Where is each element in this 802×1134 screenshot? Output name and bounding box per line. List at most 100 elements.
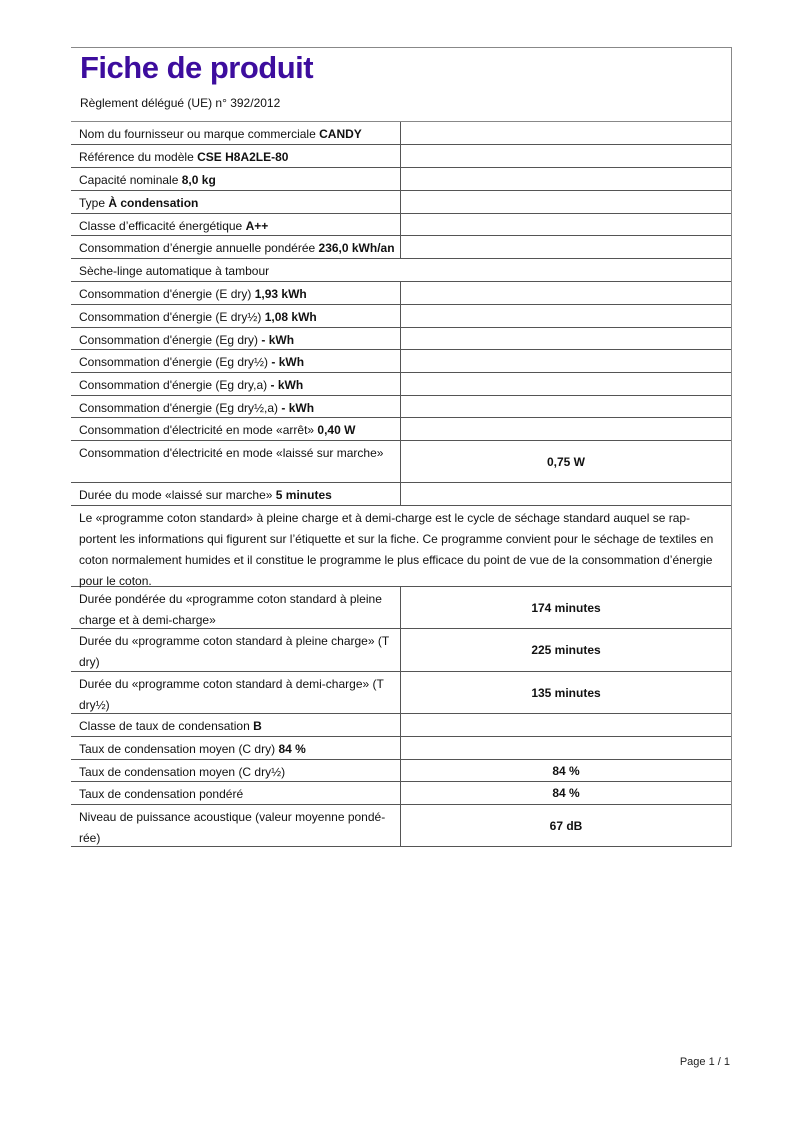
table-row: Classe d’efficacité énergétique A++ xyxy=(71,214,731,236)
table-row: Nom du fournisseur ou marque commerciale… xyxy=(71,122,731,145)
row-label: Consommation d'énergie (E dry½) xyxy=(79,310,262,324)
table-row: Taux de condensation moyen (C dry) 84 % xyxy=(71,737,731,760)
table-row: Durée du mode «laissé sur marche» 5 minu… xyxy=(71,483,731,506)
row-label-cell: Niveau de puissance acoustique (valeur m… xyxy=(71,805,401,846)
page-title: Fiche de produit xyxy=(80,50,314,85)
row-value-cell xyxy=(401,236,731,258)
row-value: 236,0 kWh/an xyxy=(318,241,395,255)
row-label: Consommation d'électricité en mode «arrê… xyxy=(79,423,315,437)
table-row: Consommation d'énergie (Eg dry) - kWh xyxy=(71,328,731,350)
row-label: Consommation d’énergie annuelle pondérée xyxy=(79,241,316,255)
row-value-cell xyxy=(401,282,731,304)
row-value: 1,08 kWh xyxy=(264,310,317,324)
row-value-cell xyxy=(401,145,731,167)
row-value-cell xyxy=(401,350,731,372)
row-label-cell: Nom du fournisseur ou marque commerciale… xyxy=(71,122,401,144)
row-value-cell: 84 % xyxy=(552,786,580,800)
row-value-cell: 225 minutes xyxy=(531,643,601,657)
table-row: Taux de condensation moyen (C dry½) 84 % xyxy=(71,760,731,782)
row-label-cell: Consommation d'énergie (E dry) 1,93 kWh xyxy=(71,282,401,304)
row-label: Durée pondérée du «programme coton stand… xyxy=(79,592,382,627)
row-value: CSE H8A2LE-80 xyxy=(197,150,289,164)
table-row: Niveau de puissance acoustique (valeur m… xyxy=(71,805,731,847)
row-value-cell xyxy=(401,737,731,759)
row-value-cell xyxy=(401,305,731,327)
row-label: Consommation d'énergie (E dry) xyxy=(79,287,252,301)
row-label: Taux de condensation pondéré xyxy=(79,787,244,801)
table-row: Référence du modèle CSE H8A2LE-80 xyxy=(71,145,731,168)
row-label: Classe de taux de condensation xyxy=(79,719,250,733)
row-value: 84 % xyxy=(278,742,306,756)
row-label-cell: Le «programme coton standard» à pleine c… xyxy=(71,506,731,588)
sheet-header: Fiche de produit Règlement délégué (UE) … xyxy=(71,48,731,122)
table-row: Consommation d'électricité en mode «arrê… xyxy=(71,418,731,441)
row-label: Durée du «programme coton standard à ple… xyxy=(79,634,389,669)
row-label-cell: Capacité nominale 8,0 kg xyxy=(71,168,401,190)
row-value: 5 minutes xyxy=(275,488,332,502)
table-row: Consommation d'énergie (Eg dry,a) - kWh xyxy=(71,373,731,396)
row-label-cell: Taux de condensation moyen (C dry) 84 % xyxy=(71,737,401,759)
row-label: Durée du mode «laissé sur marche» xyxy=(79,488,273,502)
row-label-cell: Taux de condensation moyen (C dry½) xyxy=(71,760,401,781)
table-row: Durée pondérée du «programme coton stand… xyxy=(71,587,731,629)
row-value: B xyxy=(253,719,262,733)
row-label-cell: Consommation d'électricité en mode «lais… xyxy=(71,441,401,482)
row-label-cell: Taux de condensation pondéré xyxy=(71,782,401,804)
row-value: - kWh xyxy=(270,378,304,392)
row-label: Taux de condensation moyen (C dry½) xyxy=(79,765,286,779)
table-row: Classe de taux de condensation B xyxy=(71,714,731,737)
table-row: Type À condensation xyxy=(71,191,731,214)
row-label-cell: Consommation d'énergie (Eg dry½,a) - kWh xyxy=(71,396,401,417)
row-label: Consommation d'énergie (Eg dry½,a) xyxy=(79,401,279,415)
row-label: Niveau de puissance acoustique (valeur m… xyxy=(79,810,386,845)
row-value-cell: 174 minutes xyxy=(531,600,601,615)
product-sheet: Fiche de produit Règlement délégué (UE) … xyxy=(71,47,732,847)
row-value-cell xyxy=(401,418,731,440)
row-label: Consommation d'énergie (Eg dry,a) xyxy=(79,378,268,392)
row-value: 8,0 kg xyxy=(181,173,216,187)
table-row: Consommation d'énergie (Eg dry½) - kWh xyxy=(71,350,731,373)
table-row: Sèche-linge automatique à tambour xyxy=(71,259,731,282)
row-label-cell: Référence du modèle CSE H8A2LE-80 xyxy=(71,145,401,167)
row-label: Le «programme coton standard» à pleine c… xyxy=(79,511,714,588)
table-row: Consommation d'énergie (Eg dry½,a) - kWh xyxy=(71,396,731,418)
page-number: Page 1 / 1 xyxy=(679,1056,730,1068)
row-label-cell: Durée du «programme coton standard à dem… xyxy=(71,672,401,713)
row-label: Consommation d'électricité en mode «lais… xyxy=(79,446,384,460)
row-value: CANDY xyxy=(319,127,362,141)
row-value-cell: 67 dB xyxy=(549,818,583,833)
row-value-cell xyxy=(401,714,731,736)
table-row: Taux de condensation pondéré 84 % xyxy=(71,782,731,805)
row-label-cell: Durée du mode «laissé sur marche» 5 minu… xyxy=(71,483,401,505)
row-label-cell: Consommation d'électricité en mode «arrê… xyxy=(71,418,401,440)
table-row: Consommation d’énergie annuelle pondérée… xyxy=(71,236,731,259)
row-value: - kWh xyxy=(261,333,295,347)
table-row: Le «programme coton standard» à pleine c… xyxy=(71,506,731,588)
row-value-cell: 84 % xyxy=(552,763,580,778)
row-label: Nom du fournisseur ou marque commerciale xyxy=(79,127,316,141)
row-value-cell xyxy=(401,328,731,349)
row-label-cell: Consommation d'énergie (Eg dry½) - kWh xyxy=(71,350,401,372)
row-value-cell xyxy=(401,396,731,417)
row-label-cell: Durée du «programme coton standard à ple… xyxy=(71,629,401,671)
row-label-cell: Durée pondérée du «programme coton stand… xyxy=(71,587,401,628)
row-label-cell: Sèche-linge automatique à tambour xyxy=(71,259,731,281)
row-label: Sèche-linge automatique à tambour xyxy=(79,264,270,278)
row-label-cell: Classe d’efficacité énergétique A++ xyxy=(71,214,401,235)
row-label: Consommation d'énergie (Eg dry) xyxy=(79,333,259,347)
row-value-cell: 0,75 W xyxy=(546,454,585,469)
row-label: Taux de condensation moyen (C dry) xyxy=(79,742,276,756)
row-value-cell xyxy=(401,191,731,213)
table-row: Durée du «programme coton standard à ple… xyxy=(71,629,731,672)
row-value-cell: 135 minutes xyxy=(531,685,601,700)
regulation-subtitle: Règlement délégué (UE) n° 392/2012 xyxy=(80,96,281,110)
row-value: 0,40 W xyxy=(317,423,356,437)
row-label-cell: Consommation d'énergie (E dry½) 1,08 kWh xyxy=(71,305,401,327)
row-label-cell: Classe de taux de condensation B xyxy=(71,714,401,736)
table-row: Consommation d'électricité en mode «lais… xyxy=(71,441,731,483)
row-value: A++ xyxy=(245,219,269,233)
row-label-cell: Consommation d’énergie annuelle pondérée… xyxy=(71,236,401,258)
row-value-cell xyxy=(401,168,731,190)
table-row: Consommation d'énergie (E dry) 1,93 kWh xyxy=(71,282,731,305)
